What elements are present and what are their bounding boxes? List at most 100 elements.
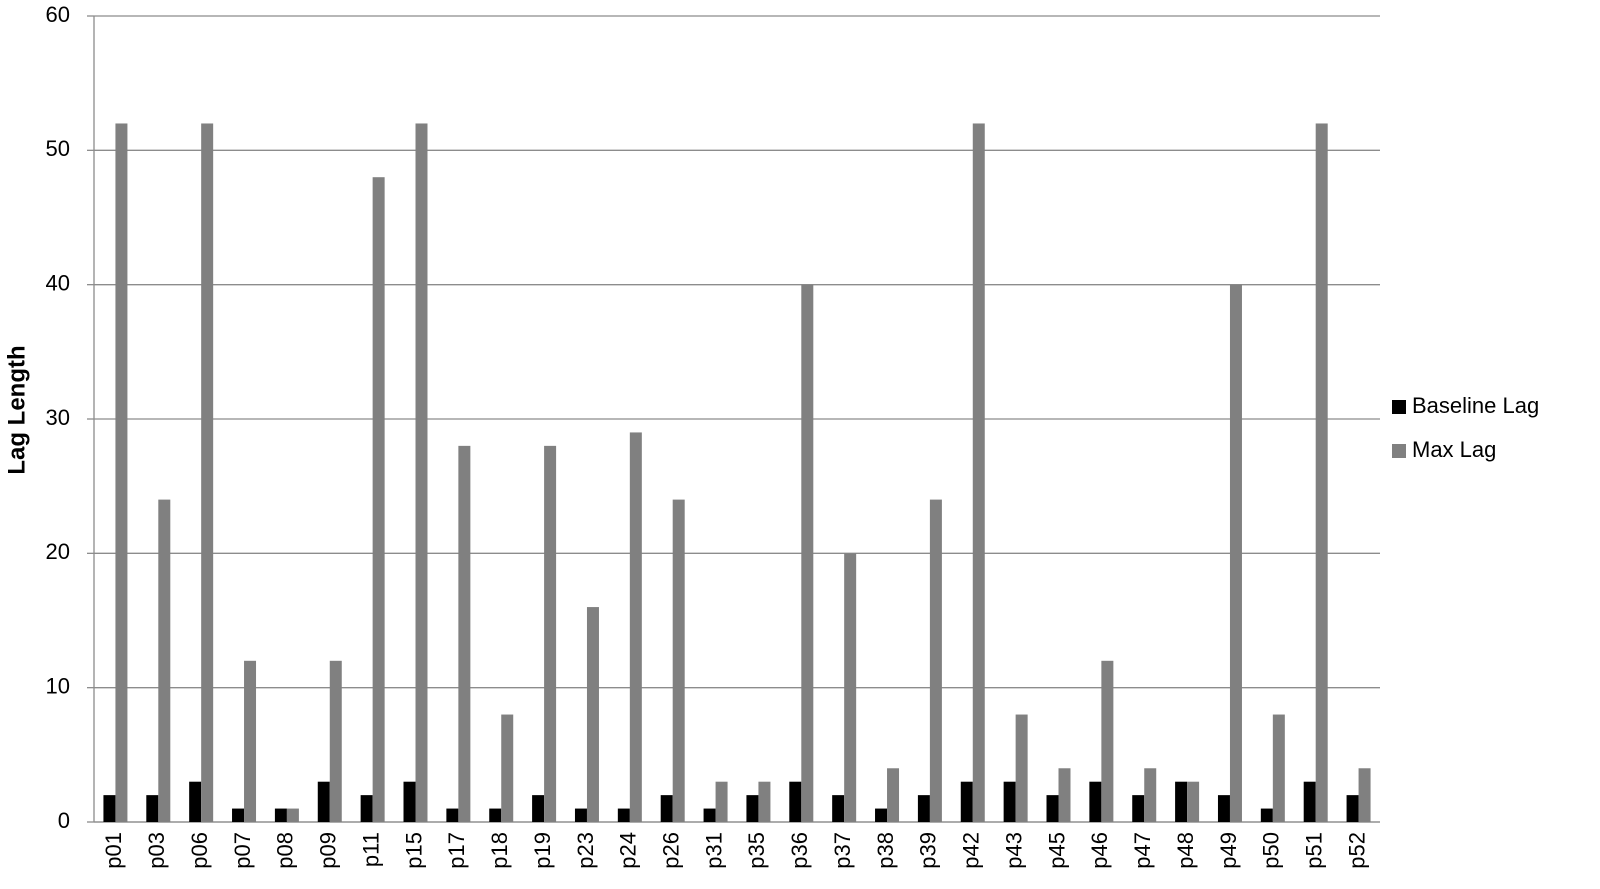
bar [158, 499, 171, 822]
bar [929, 499, 942, 822]
bar [801, 284, 814, 823]
legend-swatch [1392, 400, 1406, 414]
bar [1015, 714, 1028, 822]
bar [660, 795, 673, 822]
x-tick-label: p51 [1302, 832, 1327, 869]
x-tick-label: p43 [1001, 832, 1026, 869]
y-tick-label: 40 [46, 270, 70, 295]
bar [115, 123, 128, 822]
bar [317, 781, 330, 822]
x-tick-label: p18 [487, 832, 512, 869]
bar [1132, 795, 1145, 822]
x-tick-label: p15 [401, 832, 426, 869]
x-tick-label: p03 [144, 832, 169, 869]
bar [329, 660, 342, 822]
x-tick-label: p37 [830, 832, 855, 869]
bar [789, 781, 802, 822]
x-tick-label: p36 [787, 832, 812, 869]
y-tick-label: 0 [58, 808, 70, 833]
bar [917, 795, 930, 822]
bar [703, 808, 716, 822]
bar [201, 123, 214, 822]
bar [875, 808, 888, 822]
bar [1089, 781, 1102, 822]
bar [415, 123, 428, 822]
bar [403, 781, 416, 822]
y-tick-label: 50 [46, 136, 70, 161]
x-tick-label: p19 [530, 832, 555, 869]
x-tick-label: p38 [873, 832, 898, 869]
bar [146, 795, 159, 822]
bar [960, 781, 973, 822]
bar [629, 432, 642, 822]
bar [1187, 781, 1200, 822]
x-tick-label: p01 [101, 832, 126, 869]
bar [189, 781, 202, 822]
x-tick-label: p35 [744, 832, 769, 869]
bar [832, 795, 845, 822]
x-tick-label: p08 [273, 832, 298, 869]
bar [586, 607, 599, 822]
x-tick-label: p48 [1173, 832, 1198, 869]
x-tick-label: p31 [701, 832, 726, 869]
x-tick-label: p42 [959, 832, 984, 869]
bar [1058, 768, 1071, 822]
x-tick-label: p50 [1259, 832, 1284, 869]
bar [446, 808, 459, 822]
bar [1144, 768, 1157, 822]
bar [458, 445, 471, 822]
bar [544, 445, 557, 822]
bar [244, 660, 257, 822]
x-tick-label: p47 [1130, 832, 1155, 869]
bar [1217, 795, 1230, 822]
bar [489, 808, 502, 822]
bar [1346, 795, 1359, 822]
y-tick-label: 30 [46, 405, 70, 430]
bar [574, 808, 587, 822]
bar [1358, 768, 1371, 822]
bar [274, 808, 287, 822]
x-tick-label: p11 [358, 832, 383, 867]
bar [232, 808, 245, 822]
bar [372, 177, 385, 822]
bar [844, 553, 857, 822]
bar [1003, 781, 1016, 822]
bar [286, 808, 299, 822]
bar [360, 795, 373, 822]
x-tick-label: p39 [916, 832, 941, 869]
x-tick-label: p49 [1216, 832, 1241, 869]
bar [1260, 808, 1273, 822]
bar [532, 795, 545, 822]
bar [103, 795, 116, 822]
bar [972, 123, 985, 822]
bar [758, 781, 771, 822]
y-tick-label: 10 [46, 673, 70, 698]
bar [715, 781, 728, 822]
x-tick-label: p26 [659, 832, 684, 869]
bar [672, 499, 685, 822]
legend-swatch [1392, 444, 1406, 458]
bar [746, 795, 759, 822]
bar [617, 808, 630, 822]
bar [1303, 781, 1316, 822]
x-tick-label: p45 [1044, 832, 1069, 869]
bar [501, 714, 514, 822]
x-tick-label: p24 [616, 832, 641, 869]
bar [1315, 123, 1328, 822]
x-tick-label: p23 [573, 832, 598, 869]
bar [1046, 795, 1059, 822]
bar [1272, 714, 1285, 822]
y-tick-label: 20 [46, 539, 70, 564]
legend-label: Max Lag [1412, 437, 1496, 462]
x-tick-label: p09 [316, 832, 341, 869]
x-tick-label: p07 [230, 832, 255, 869]
y-axis-title: Lag Length [3, 345, 30, 474]
x-tick-label: p06 [187, 832, 212, 869]
x-tick-label: p46 [1087, 832, 1112, 869]
x-tick-label: p17 [444, 832, 469, 869]
x-tick-label: p52 [1344, 832, 1369, 869]
y-tick-label: 60 [46, 2, 70, 27]
legend-label: Baseline Lag [1412, 393, 1539, 418]
bar [887, 768, 900, 822]
